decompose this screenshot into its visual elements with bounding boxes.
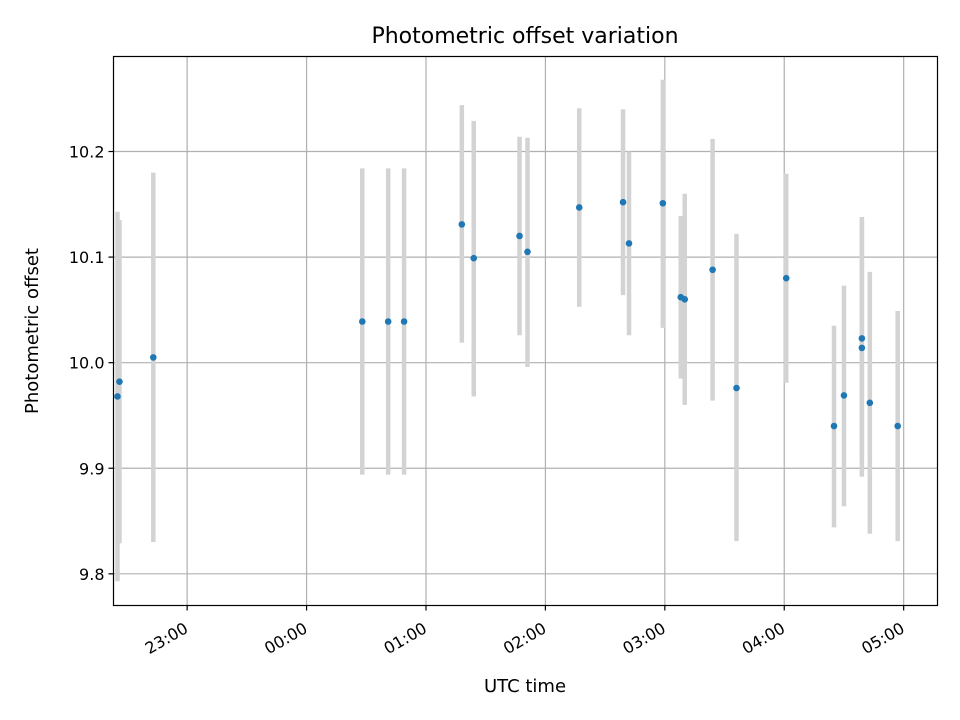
y-tick-label: 10.2	[69, 143, 105, 162]
data-point	[516, 232, 523, 240]
data-point	[782, 274, 790, 282]
x-tick-label: 01:00	[381, 619, 430, 659]
y-tick-label: 9.9	[79, 459, 104, 478]
data-point	[840, 392, 848, 399]
data-point	[830, 422, 838, 430]
data-point	[400, 318, 408, 325]
x-tick-label: 05:00	[858, 619, 907, 659]
plot-frame	[112, 55, 939, 607]
x-tick-label: 03:00	[619, 619, 668, 659]
data-point	[733, 384, 740, 392]
data-point	[659, 199, 667, 207]
data-point	[894, 422, 901, 430]
data-point	[619, 198, 627, 206]
y-tick-label: 10.1	[69, 248, 105, 267]
x-tick-label: 23:00	[142, 619, 191, 659]
x-tick-label: 00:00	[261, 619, 310, 659]
data-point	[858, 335, 866, 342]
x-axis-ticks: 23:00 00:00 01:00 02:00 03:00 04:00 05:00	[142, 605, 908, 659]
data-point	[858, 344, 866, 352]
y-axis-label: Photometric offset	[22, 248, 43, 414]
chart-title: Photometric offset variation	[371, 24, 678, 49]
data-point	[575, 204, 583, 211]
x-tick-label: 02:00	[500, 619, 549, 659]
data-point	[114, 393, 121, 400]
x-axis-label: UTC time	[484, 676, 566, 697]
data-point	[470, 254, 478, 262]
data-point	[866, 399, 874, 407]
data-point	[116, 378, 123, 385]
x-tick-label: 04:00	[739, 619, 788, 659]
data-point	[384, 318, 392, 325]
y-tick-label: 10.0	[69, 354, 105, 373]
y-tick-label: 9.8	[79, 565, 104, 584]
data-point	[625, 240, 633, 247]
data-point	[150, 354, 157, 361]
y-axis-ticks: 9.8 9.9 10.0 10.1 10.2	[69, 143, 114, 584]
data-points	[114, 198, 901, 430]
data-point	[458, 221, 466, 228]
data-point	[681, 296, 689, 303]
data-point	[709, 266, 716, 274]
data-point	[358, 318, 366, 325]
data-point	[524, 248, 531, 256]
